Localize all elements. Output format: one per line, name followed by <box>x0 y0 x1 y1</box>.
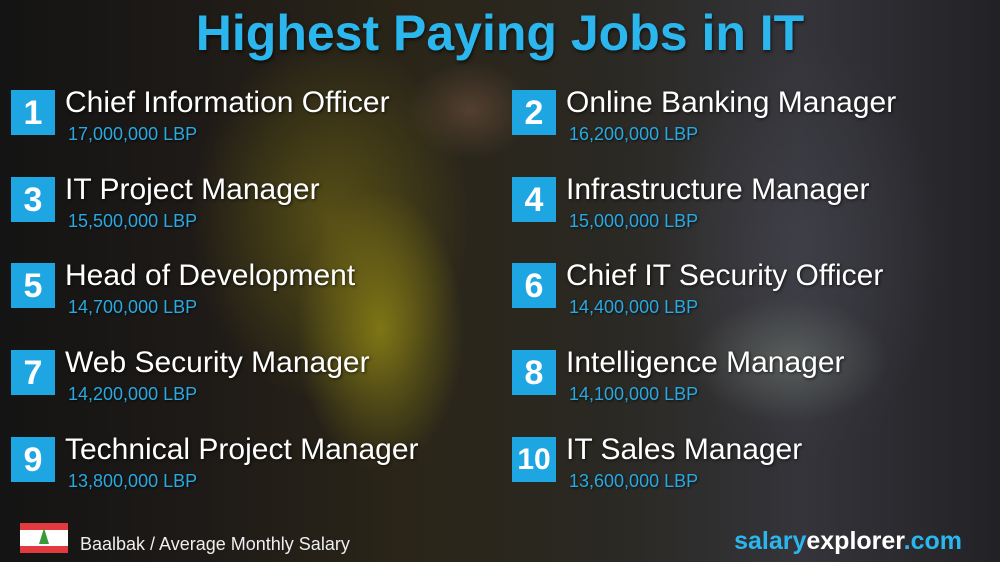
job-item: 6 Chief IT Security Officer 14,400,000 L… <box>512 259 992 333</box>
job-salary: 16,200,000 LBP <box>569 124 699 144</box>
job-salary: 15,500,000 LBP <box>68 211 198 231</box>
rank-badge: 4 <box>512 177 556 222</box>
lebanon-flag-icon <box>20 523 68 553</box>
job-item: 9 Technical Project Manager 13,800,000 L… <box>11 433 491 507</box>
rank-badge: 2 <box>512 90 556 135</box>
rank-badge: 9 <box>11 437 55 482</box>
brand-logo: salaryexplorer.com <box>734 527 962 555</box>
job-title: Technical Project Manager <box>65 433 419 466</box>
job-title: Infrastructure Manager <box>566 173 870 206</box>
job-item: 3 IT Project Manager 15,500,000 LBP <box>11 173 491 247</box>
job-title: Chief Information Officer <box>65 86 390 119</box>
job-item: 2 Online Banking Manager 16,200,000 LBP <box>512 86 992 160</box>
rank-badge: 3 <box>11 177 55 222</box>
job-item: 1 Chief Information Officer 17,000,000 L… <box>11 86 491 160</box>
job-item: 8 Intelligence Manager 14,100,000 LBP <box>512 346 992 420</box>
job-title: Head of Development <box>65 259 356 292</box>
job-salary: 17,000,000 LBP <box>68 124 198 144</box>
job-salary: 13,600,000 LBP <box>569 471 699 491</box>
job-salary: 14,700,000 LBP <box>68 297 198 317</box>
job-item: 10 IT Sales Manager 13,600,000 LBP <box>512 433 992 507</box>
rank-badge: 1 <box>11 90 55 135</box>
rank-badge: 6 <box>512 263 556 308</box>
job-title: IT Project Manager <box>65 173 320 206</box>
job-title: IT Sales Manager <box>566 433 803 466</box>
job-salary: 14,200,000 LBP <box>68 384 198 404</box>
job-salary: 14,100,000 LBP <box>569 384 699 404</box>
job-salary: 15,000,000 LBP <box>569 211 699 231</box>
job-title: Chief IT Security Officer <box>566 259 884 292</box>
job-salary: 14,400,000 LBP <box>569 297 699 317</box>
rank-badge: 10 <box>512 437 556 482</box>
job-item: 7 Web Security Manager 14,200,000 LBP <box>11 346 491 420</box>
job-item: 5 Head of Development 14,700,000 LBP <box>11 259 491 333</box>
job-title: Web Security Manager <box>65 346 370 379</box>
job-salary: 13,800,000 LBP <box>68 471 198 491</box>
job-item: 4 Infrastructure Manager 15,000,000 LBP <box>512 173 992 247</box>
location-label: Baalbak / Average Monthly Salary <box>80 534 350 554</box>
page-title: Highest Paying Jobs in IT <box>195 5 805 61</box>
rank-badge: 5 <box>11 263 55 308</box>
rank-badge: 8 <box>512 350 556 395</box>
job-title: Online Banking Manager <box>566 86 897 119</box>
rank-badge: 7 <box>11 350 55 395</box>
job-title: Intelligence Manager <box>566 346 845 379</box>
